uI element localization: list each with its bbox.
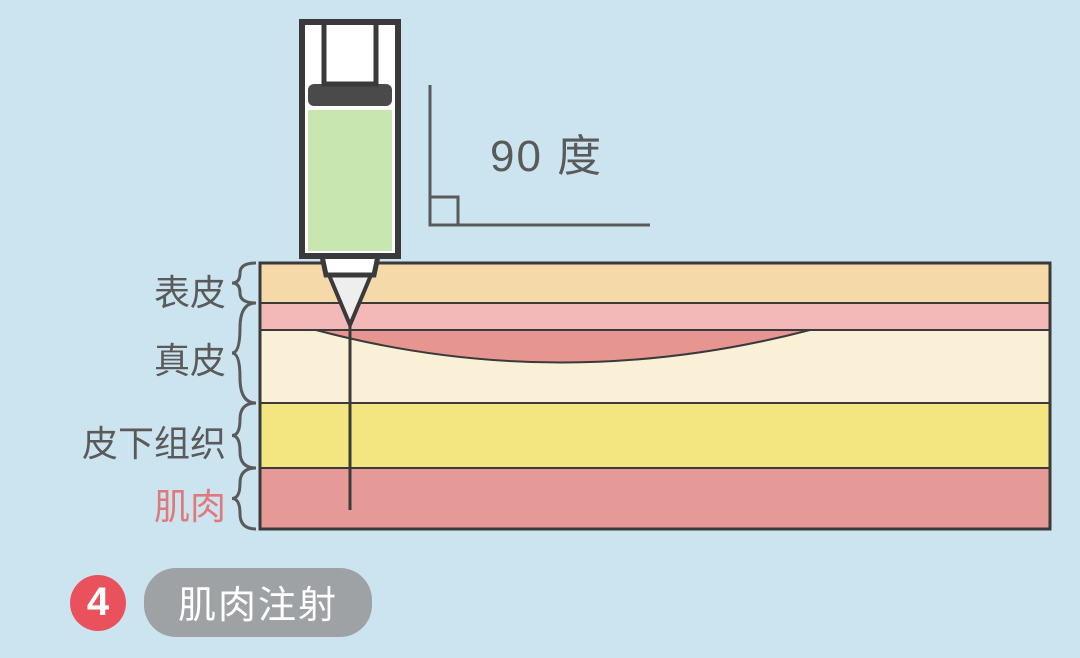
label-muscle: 肌肉	[154, 478, 226, 530]
diagram-title: 肌肉注射	[144, 568, 372, 637]
angle-label: 90 度	[490, 120, 603, 184]
injection-diagram	[0, 0, 1080, 658]
footer: 4 肌肉注射	[70, 568, 372, 637]
label-subcutaneous: 皮下组织	[82, 415, 226, 467]
label-epidermis: 表皮	[154, 264, 226, 316]
label-dermis: 真皮	[154, 332, 226, 384]
step-number-badge: 4	[70, 575, 126, 631]
